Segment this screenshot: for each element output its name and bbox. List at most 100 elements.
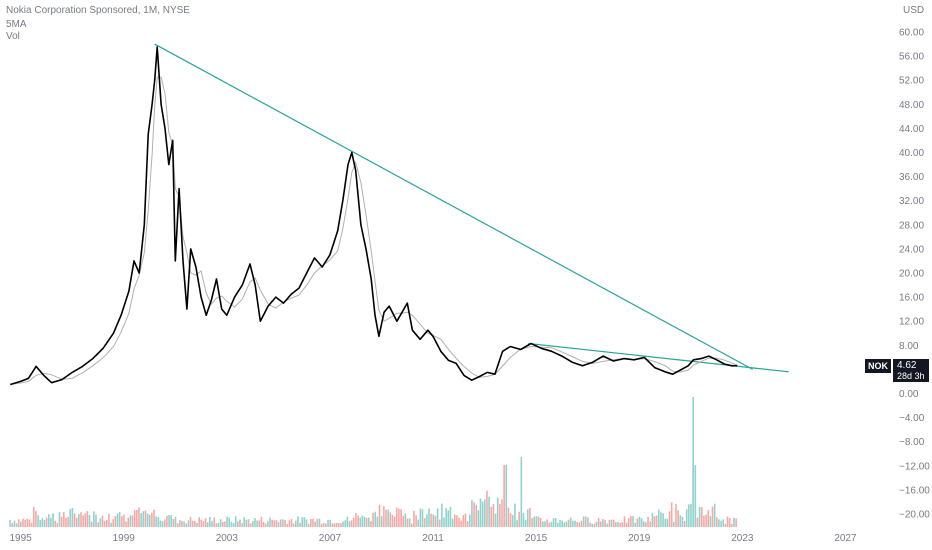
- x-axis[interactable]: 1995 1999 2003 2007 2011 2015 2019 2023 2027: [9, 533, 857, 544]
- volume-bar: [273, 520, 276, 527]
- y-tick-label: 28.00: [899, 220, 924, 231]
- volume-bar: [733, 517, 735, 527]
- volume-bar: [408, 518, 411, 527]
- volume-bar: [230, 521, 233, 527]
- volume-bar: [28, 519, 31, 527]
- volume-bar: [103, 520, 106, 527]
- volume-bar: [552, 518, 555, 527]
- volume-bar: [561, 520, 563, 527]
- volume-bar: [731, 523, 733, 527]
- symbol-badge: NOK: [865, 359, 891, 373]
- volume-bar: [86, 511, 89, 527]
- volume-bar: [346, 516, 349, 527]
- volume-bar: [136, 509, 138, 527]
- volume-bar: [325, 523, 327, 527]
- volume-bar: [71, 507, 74, 527]
- volume-bar: [683, 520, 686, 527]
- volume-bar: [673, 521, 675, 527]
- volume-bar: [548, 522, 551, 527]
- ma-indicator-label[interactable]: 5MA: [6, 19, 27, 30]
- volume-bar: [243, 517, 246, 527]
- volume-bar: [685, 509, 688, 527]
- volume-bar: [475, 504, 478, 527]
- volume-bar: [172, 519, 175, 527]
- volume-bar: [155, 516, 157, 527]
- volume-bar: [67, 516, 69, 527]
- volume-bar: [514, 503, 516, 527]
- y-axis[interactable]: 60.00 56.00 52.00 48.00 44.00 40.00 36.00 32.00…: [899, 28, 930, 521]
- trendlines[interactable]: [154, 43, 789, 373]
- volume-bar: [129, 515, 132, 527]
- volume-bar: [522, 512, 525, 527]
- x-tick-label: 1999: [113, 533, 136, 544]
- volume-bar: [90, 521, 93, 527]
- volume-bar: [720, 520, 722, 527]
- volume-bar: [370, 521, 372, 527]
- volume-bar: [161, 521, 164, 527]
- y-tick-label: 20.00: [899, 269, 924, 280]
- volume-bar: [290, 519, 293, 527]
- volume-bar: [627, 518, 630, 527]
- volume-bar: [389, 512, 392, 527]
- volume-bar: [557, 522, 559, 527]
- volume-bar: [443, 517, 445, 527]
- volume-bar: [249, 523, 252, 527]
- volume-bar: [363, 516, 366, 527]
- volume-bar: [294, 520, 297, 527]
- volume-bar: [421, 509, 424, 527]
- volume-bar: [73, 513, 76, 527]
- volume-bar: [632, 516, 634, 527]
- volume-bar: [232, 522, 235, 527]
- volume-bar: [542, 521, 544, 527]
- volume-bar: [688, 504, 690, 527]
- volume-bar: [121, 516, 123, 527]
- volume-bar: [202, 521, 205, 527]
- volume-bar: [630, 516, 632, 527]
- volume-bar: [47, 514, 50, 527]
- volume-bar: [215, 523, 218, 527]
- y-tick-label: −20.00: [899, 510, 930, 521]
- volume-bar: [43, 519, 46, 527]
- volume-bar: [572, 520, 574, 527]
- y-tick-label: 52.00: [899, 76, 924, 87]
- volume-bar: [11, 523, 14, 527]
- trendline-2: [528, 342, 789, 373]
- volume-bar: [473, 502, 475, 527]
- volume-bar: [146, 513, 149, 527]
- volume-bar: [589, 522, 591, 527]
- volume-bar: [350, 520, 353, 527]
- y-tick-label: 60.00: [899, 28, 924, 39]
- volume-bar: [151, 512, 153, 527]
- volume-bar: [226, 516, 228, 527]
- volume-bar: [385, 509, 387, 527]
- volume-bar: [658, 509, 660, 527]
- y-tick-label: −8.00: [899, 437, 925, 448]
- volume-bar: [537, 516, 540, 527]
- volume-bar: [376, 516, 379, 527]
- volume-bar: [441, 503, 443, 527]
- volume-bar: [185, 523, 188, 527]
- volume-bar: [735, 518, 737, 527]
- volume-bar: [217, 522, 220, 527]
- volume-bar: [221, 521, 224, 527]
- volume-bar: [499, 504, 501, 527]
- y-tick-label: 44.00: [899, 124, 924, 135]
- volume-bar: [50, 517, 52, 527]
- volume-bar: [258, 520, 261, 527]
- volume-bar: [574, 520, 576, 527]
- volume-bar: [524, 520, 527, 527]
- volume-bar: [337, 523, 340, 527]
- volume-bar: [462, 514, 465, 527]
- volume-bar: [75, 517, 78, 527]
- volume-bar: [728, 517, 731, 527]
- volume-bar: [352, 517, 355, 527]
- x-tick-label: 2003: [216, 533, 239, 544]
- volume-bar: [344, 520, 346, 527]
- y-tick-label: −16.00: [899, 485, 930, 496]
- volume-indicator-label[interactable]: Vol: [6, 31, 20, 42]
- volume-bar: [355, 513, 357, 527]
- volume-bar: [718, 519, 720, 527]
- volume-bar: [269, 517, 271, 527]
